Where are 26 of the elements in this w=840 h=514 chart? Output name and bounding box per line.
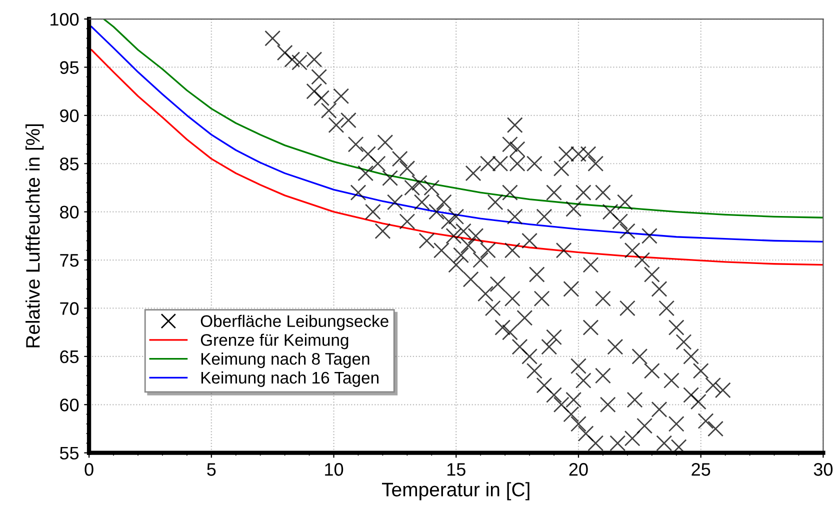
y-tick-label: 60	[60, 398, 79, 412]
y-axis-title: Relative Luftfeuchte in [%]	[26, 124, 44, 348]
legend-label: Oberfläche Leibungsecke	[200, 314, 388, 330]
x-tick-label: 0	[84, 463, 94, 476]
x-tick-label: 30	[814, 463, 833, 476]
line-series	[90, 49, 824, 266]
y-tick-label: 75	[60, 254, 79, 267]
y-tick-label: 80	[60, 206, 79, 219]
x-tick-label: 5	[207, 463, 216, 476]
y-tick-label: 55	[60, 446, 79, 460]
x-tick-label: 20	[569, 463, 588, 476]
legend-label: Keimung nach 8 Tagen	[201, 352, 370, 368]
legend-label: Grenze für Keimung	[200, 334, 348, 350]
x-tick-label: 15	[447, 463, 466, 476]
y-tick-label: 100	[50, 12, 79, 26]
y-tick-label: 85	[60, 158, 79, 170]
y-tick-label: 95	[60, 61, 79, 74]
x-axis-title: Temperatur in [C]	[382, 482, 530, 500]
x-tick-label: 25	[692, 463, 710, 476]
legend-label: Keimung nach 16 Tagen	[201, 371, 378, 387]
x-tick-label: 10	[325, 463, 344, 476]
line-series	[90, 26, 824, 243]
y-tick-label: 65	[60, 350, 79, 364]
y-tick-label: 90	[60, 109, 79, 122]
line-series	[102, 19, 824, 218]
y-tick-label: 70	[60, 302, 79, 315]
